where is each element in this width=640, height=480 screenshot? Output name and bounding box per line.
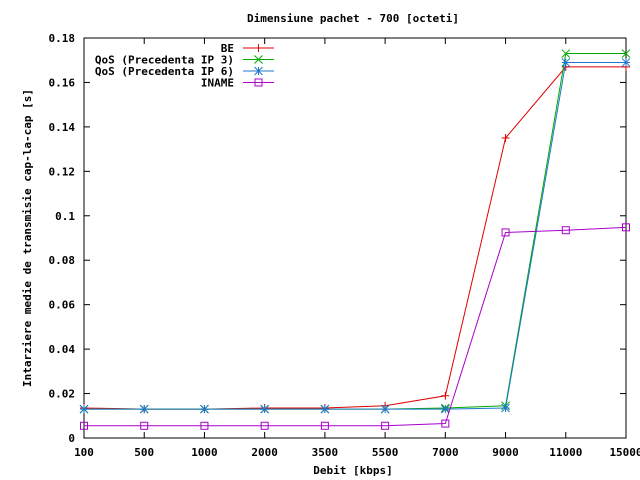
y-tick-label: 0.02 <box>49 388 76 401</box>
x-tick-label: 15000 <box>609 446 640 459</box>
data-point <box>441 419 450 428</box>
data-point <box>320 404 330 414</box>
data-point <box>80 421 88 430</box>
legend-marker <box>254 66 263 76</box>
data-point <box>320 421 329 430</box>
plot-area: 0 0.02 0.04 0.06 0.08 0.1 0.12 0.14 0.16 0.18 100 5… <box>49 32 640 459</box>
data-point <box>501 228 510 237</box>
x-tick-label: 5500 <box>372 446 399 459</box>
data-point <box>441 391 450 400</box>
legend-label: BE <box>221 42 234 55</box>
data-point <box>621 58 631 67</box>
x-tick-label: 100 <box>74 446 94 459</box>
x-tick-label: 500 <box>134 446 154 459</box>
data-point <box>622 223 630 232</box>
legend-label: INAME <box>201 77 234 90</box>
legend-marker <box>254 78 263 87</box>
series-line <box>84 226 627 427</box>
legend-marker <box>254 44 263 52</box>
data-point <box>79 404 89 414</box>
x-tick-label: 3500 <box>312 446 339 459</box>
y-tick-label: 0 <box>68 432 75 445</box>
x-tick-label: 11000 <box>549 446 582 459</box>
legend-item: QoS (Precedenta IP 3) <box>95 54 274 67</box>
series-be <box>80 62 630 414</box>
data-point <box>139 404 149 414</box>
y-tick-label: 0.04 <box>49 343 76 356</box>
y-tick-label: 0.12 <box>49 165 76 178</box>
data-point <box>440 404 450 414</box>
y-tick-label: 0.16 <box>49 76 76 89</box>
x-tick-label: 9000 <box>492 446 519 459</box>
legend-item: BE <box>221 42 274 55</box>
y-tick-label: 0.18 <box>49 32 76 45</box>
x-tick-label: 2000 <box>251 446 278 459</box>
data-point <box>260 421 269 430</box>
legend-marker <box>254 55 263 64</box>
series-qos-precedenta-ip-6 <box>79 58 631 414</box>
legend-label: QoS (Precedenta IP 3) <box>95 54 234 67</box>
data-point <box>501 134 510 142</box>
legend-item: INAME <box>201 77 274 90</box>
y-tick-label: 0.1 <box>55 210 75 223</box>
data-point <box>380 404 390 414</box>
x-tick-label: 7000 <box>432 446 459 459</box>
data-point <box>621 49 631 58</box>
data-point <box>200 404 209 414</box>
y-tick-label: 0.08 <box>49 254 76 267</box>
series-line <box>83 66 626 410</box>
y-tick-label: 0.14 <box>49 121 76 134</box>
data-point <box>501 403 510 413</box>
data-point <box>561 49 571 58</box>
data-point <box>140 421 149 430</box>
x-axis-label: Debit [kbps] <box>313 464 392 477</box>
x-tick-label: 1000 <box>191 446 218 459</box>
chart-title: Dimensiune pachet - 700 [octeti] <box>247 12 459 25</box>
series-layer <box>79 49 631 430</box>
series-iname <box>80 223 630 430</box>
plot-frame <box>83 37 627 439</box>
data-point <box>561 226 570 235</box>
y-tick-label: 0.06 <box>49 299 76 312</box>
y-axis-label: Intarziere medie de transmisie cap-la-ca… <box>21 89 34 387</box>
series-line <box>84 61 626 410</box>
data-point <box>381 421 390 430</box>
data-point <box>561 58 571 67</box>
legend-label: QoS (Precedenta IP 6) <box>95 65 234 78</box>
legend-item: QoS (Precedenta IP 6) <box>95 65 274 78</box>
data-point <box>200 421 209 430</box>
data-point <box>260 404 270 414</box>
